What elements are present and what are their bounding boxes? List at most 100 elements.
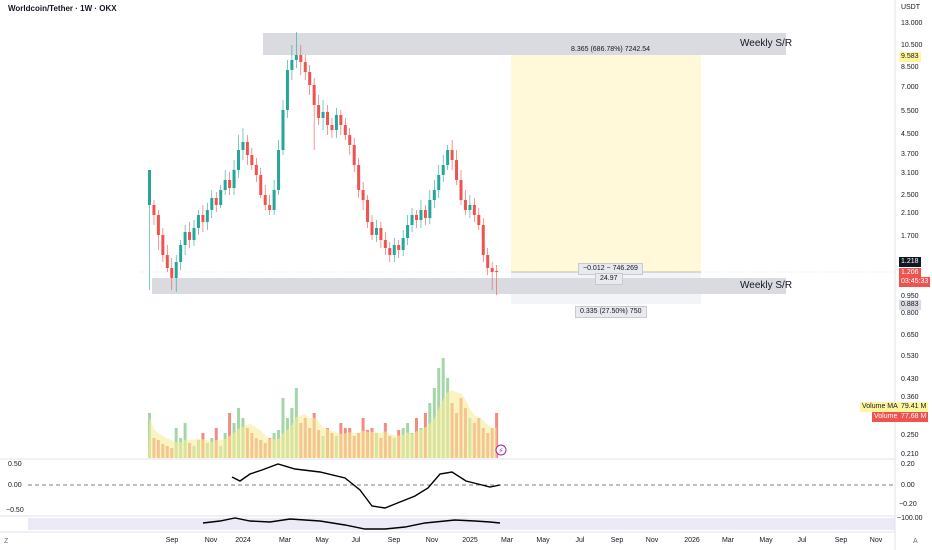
price-axis-label: 0.950	[901, 293, 919, 300]
current-price-tag: 1.218	[899, 257, 921, 267]
candle-body	[334, 115, 338, 130]
time-axis-label: 2026	[684, 537, 700, 544]
time-axis-label: Nov	[869, 537, 883, 544]
candle-body	[210, 198, 214, 210]
candle-body	[490, 268, 494, 272]
price-axis-label: 3.100	[901, 170, 919, 177]
candle-body	[468, 205, 472, 210]
price-axis-label: 0.360	[901, 394, 919, 401]
price-axis-label: 0.800	[901, 310, 919, 317]
lower-zone-tag: 0.883	[899, 300, 921, 310]
candle-body	[317, 105, 321, 118]
price-axis-label: 0.650	[901, 332, 919, 339]
candle-body	[383, 240, 387, 248]
price-axis-label: 7.000	[901, 84, 919, 91]
time-axis-label: 2024	[235, 537, 251, 544]
weekly-sr-zone-lower	[152, 278, 786, 294]
candle-body	[343, 125, 347, 135]
price-axis-label: 3.700	[901, 151, 919, 158]
volume-value: 77.68 M	[899, 412, 929, 422]
candle-body	[455, 160, 459, 180]
price-axis-label: 0.210	[901, 451, 919, 458]
measure-middle-2: 24.97	[595, 273, 623, 285]
candle-body	[352, 145, 356, 165]
corner-left[interactable]: Z	[4, 538, 9, 545]
candle-body	[214, 198, 218, 205]
candle-body	[241, 142, 245, 150]
candle-body	[228, 180, 232, 188]
candle-body	[450, 150, 454, 160]
candle-body	[263, 195, 267, 205]
candle-body	[174, 262, 178, 278]
candle-body	[437, 175, 441, 190]
candle-body	[423, 210, 427, 218]
price-currency: USDT	[900, 4, 920, 11]
candle-body	[357, 165, 361, 190]
candle-body	[268, 205, 272, 210]
weekly-sr-zone-upper	[263, 33, 786, 55]
candle-body	[294, 55, 298, 60]
osc-right-label-2: −0.20	[899, 501, 917, 508]
volume-ma-value: 79.41 M	[899, 402, 929, 412]
price-axis-label: 10.500	[901, 42, 923, 49]
candle-body	[410, 215, 414, 225]
price-axis-label: 0.250	[901, 432, 919, 439]
candle-body	[472, 205, 476, 215]
candle-body	[201, 215, 205, 222]
candles-group	[148, 32, 499, 295]
candle-body	[245, 142, 249, 155]
candle-body	[361, 190, 365, 200]
osc-right-label-0: 0.20	[901, 461, 915, 468]
osc-left-label-mid: 0.00	[8, 482, 22, 489]
candle-body	[495, 271, 499, 272]
osc-left-label-top: 0.50	[8, 461, 22, 468]
measure-upper: 8.365 (686.78%) 7242.54	[571, 46, 651, 53]
price-axis-label: 5.500	[901, 108, 919, 115]
candle-body	[232, 170, 236, 188]
candle-body	[152, 205, 156, 215]
candle-body	[219, 190, 223, 205]
candle-body	[290, 60, 294, 70]
candle-body	[281, 110, 285, 150]
candle-body	[463, 200, 467, 210]
time-axis-label: Jul	[351, 537, 361, 544]
candle-body	[370, 222, 374, 235]
time-axis-label: Nov	[204, 537, 218, 544]
candle-body	[348, 135, 352, 145]
price-axis-label: 0.430	[901, 376, 919, 383]
volume-label: Volume	[872, 412, 900, 422]
time-axis-label: Sep	[834, 537, 848, 544]
chart-title: Worldcoin/Tether · 1W · OKX	[8, 4, 117, 13]
candle-body	[188, 232, 192, 240]
candle-body	[192, 228, 196, 240]
time-axis-label: Jul	[575, 537, 585, 544]
candle-body	[366, 200, 370, 222]
corner-right[interactable]: A	[913, 538, 918, 545]
volume-ma-label: Volume MA	[860, 402, 900, 412]
price-axis-label: 8.500	[901, 64, 919, 71]
projection-box	[511, 55, 701, 272]
candle-body	[237, 150, 240, 170]
candle-body	[183, 232, 187, 245]
price-axis-label: 13.000	[901, 20, 923, 27]
osc-left-label-bot: −0.50	[6, 507, 24, 514]
lower-osc-band	[28, 518, 895, 530]
candle-body	[401, 238, 405, 250]
osc-right-label-1: 0.00	[901, 482, 915, 489]
candle-body	[388, 248, 392, 255]
oscillator-line-1	[231, 463, 501, 509]
candle-body	[285, 70, 289, 110]
candle-body	[321, 112, 325, 118]
candle-body	[308, 72, 312, 85]
weekly-sr-label-upper: Weekly S/R	[740, 38, 793, 49]
time-axis-label: Jul	[797, 537, 807, 544]
candle-body	[477, 215, 481, 225]
candle-body	[481, 225, 485, 255]
time-axis-label: Nov	[425, 537, 439, 544]
price-axis-label: 4.500	[901, 131, 919, 138]
countdown-tag: 03:45:33	[899, 277, 931, 287]
weekly-high-tag: 9.583	[899, 52, 921, 62]
volume-ma-area	[148, 390, 497, 458]
candle-body	[277, 150, 281, 190]
